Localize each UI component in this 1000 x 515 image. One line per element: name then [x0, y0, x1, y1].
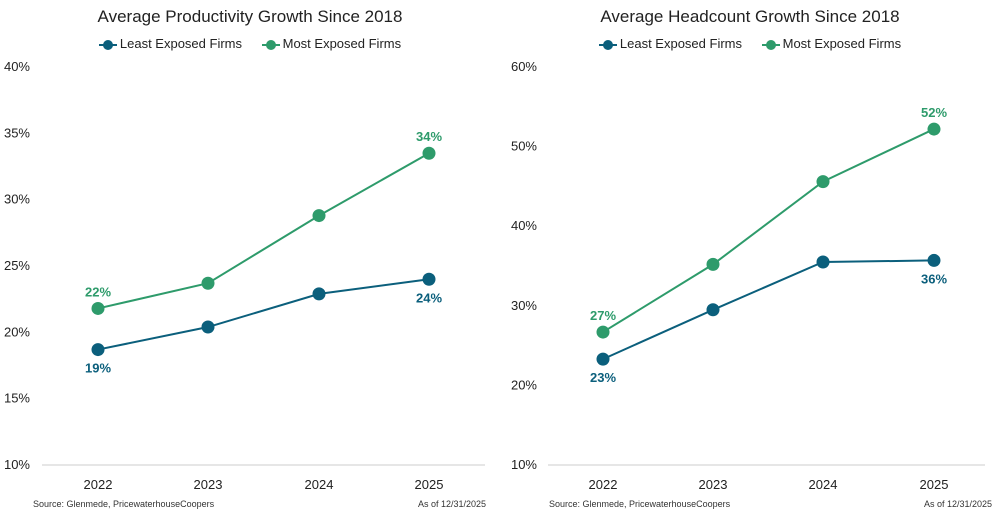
data-label-most: 34%: [416, 129, 442, 144]
x-tick-label: 2025: [920, 477, 949, 492]
data-point-least: [816, 255, 830, 269]
legend-label-most: Most Exposed Firms: [282, 36, 402, 51]
series-line-least: [97, 278, 430, 351]
x-tick-label: 2023: [194, 477, 223, 492]
data-point-least: [706, 303, 720, 317]
x-tick-label: 2024: [305, 477, 334, 492]
data-point-most: [927, 122, 941, 136]
legend-label-most: Most Exposed Firms: [782, 36, 902, 51]
legend: Least Exposed Firms Most Exposed Firms: [500, 36, 1000, 51]
y-tick-label: 20%: [4, 324, 30, 339]
as-of-note: As of 12/31/2025: [923, 499, 992, 509]
data-point-most: [312, 209, 326, 223]
legend-swatch-most-icon: [761, 39, 780, 50]
y-tick-label: 35%: [4, 125, 30, 140]
chart-title: Average Productivity Growth Since 2018: [97, 7, 403, 26]
data-point-most: [422, 146, 436, 160]
y-tick-label: 10%: [511, 457, 537, 472]
y-tick-label: 50%: [511, 139, 537, 154]
productivity-chart-panel: Average Productivity Growth Since 2018 L…: [0, 7, 500, 509]
data-label-most: 52%: [921, 105, 947, 120]
legend: Least Exposed Firms Most Exposed Firms: [0, 36, 500, 51]
x-tick-label: 2024: [809, 477, 838, 492]
legend-item-least: Least Exposed Firms: [98, 36, 242, 51]
data-point-least: [927, 253, 941, 267]
data-point-most: [201, 276, 215, 290]
data-point-most: [596, 325, 610, 339]
x-tick-label: 2023: [699, 477, 728, 492]
x-tick-label: 2022: [589, 477, 618, 492]
source-note: Source: Glenmede, PricewaterhouseCoopers: [549, 499, 731, 509]
series-line-least: [602, 259, 935, 361]
legend-item-most: Most Exposed Firms: [761, 36, 902, 51]
as-of-note: As of 12/31/2025: [417, 499, 486, 509]
y-tick-label: 30%: [511, 298, 537, 313]
data-label-least: 36%: [921, 271, 947, 286]
y-tick-label: 15%: [4, 391, 30, 406]
legend-swatch-most-icon: [261, 39, 280, 50]
headcount-plot: 10% 20% 30% 40% 50% 60% 2022 2023 2024 2025 23% 36%…: [511, 59, 985, 492]
data-point-least: [422, 272, 436, 286]
x-tick-label: 2025: [415, 477, 444, 492]
data-point-least: [91, 343, 105, 357]
chart-title: Average Headcount Growth Since 2018: [600, 7, 900, 26]
series-line-most: [97, 152, 430, 310]
headcount-chart-panel: Average Headcount Growth Since 2018 Leas…: [500, 0, 1000, 515]
data-point-least: [201, 320, 215, 334]
x-tick-label: 2022: [84, 477, 113, 492]
legend-swatch-least-icon: [598, 39, 617, 50]
data-point-most: [816, 175, 830, 189]
legend-swatch-least-icon: [98, 39, 117, 50]
legend-item-least: Least Exposed Firms: [598, 36, 742, 51]
legend-label-least: Least Exposed Firms: [619, 36, 742, 51]
y-tick-label: 30%: [4, 192, 30, 207]
data-label-least: 24%: [416, 290, 442, 305]
data-point-least: [312, 287, 326, 301]
legend-label-least: Least Exposed Firms: [119, 36, 242, 51]
data-point-least: [596, 352, 610, 366]
data-label-most: 22%: [85, 284, 111, 299]
y-tick-label: 60%: [511, 59, 537, 74]
y-tick-label: 40%: [4, 59, 30, 74]
y-tick-label: 25%: [4, 258, 30, 273]
y-tick-label: 10%: [4, 457, 30, 472]
productivity-plot: 10% 15% 20% 25% 30% 35% 40% 2022 2023 2024 2025 19%…: [4, 59, 485, 492]
data-point-most: [91, 301, 105, 315]
data-point-most: [706, 257, 720, 271]
y-tick-label: 40%: [511, 218, 537, 233]
y-tick-label: 20%: [511, 377, 537, 392]
source-note: Source: Glenmede, PricewaterhouseCoopers: [33, 499, 215, 509]
series-line-most: [602, 128, 935, 333]
data-label-least: 19%: [85, 361, 111, 376]
legend-item-most: Most Exposed Firms: [261, 36, 402, 51]
data-label-least: 23%: [590, 370, 616, 385]
data-label-most: 27%: [590, 308, 616, 323]
